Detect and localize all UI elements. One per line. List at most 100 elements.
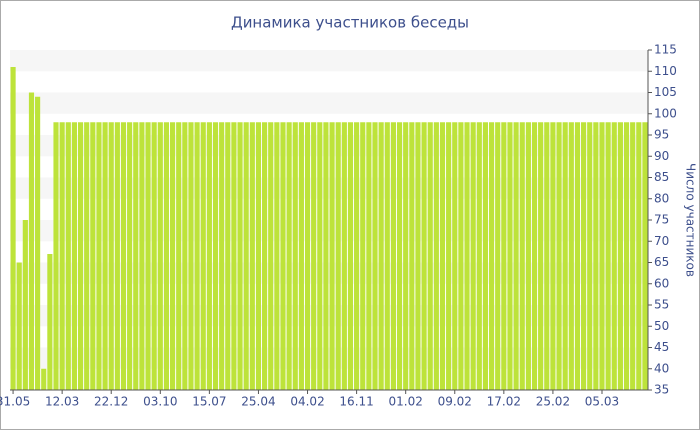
bar (544, 122, 550, 390)
bar (341, 122, 347, 390)
y-tick-label: 70 (654, 234, 669, 248)
bar (59, 122, 65, 390)
bar (200, 122, 206, 390)
y-tick-label: 110 (654, 64, 677, 78)
bar (366, 122, 372, 390)
y-tick-label: 85 (654, 170, 669, 184)
y-tick-label: 40 (654, 361, 669, 375)
bar (22, 220, 28, 390)
bar (212, 122, 219, 390)
bar (151, 122, 157, 390)
bar (84, 122, 90, 390)
bar (243, 122, 249, 390)
bar (286, 122, 292, 390)
bar (482, 122, 489, 390)
chart-title: Динамика участников беседы (231, 14, 469, 32)
bar (446, 122, 452, 390)
bar (268, 122, 274, 390)
bar (470, 122, 476, 390)
x-tick-label: 15.07 (192, 395, 226, 409)
bar (120, 122, 127, 390)
bar (194, 122, 200, 390)
bar (304, 122, 311, 390)
bar (96, 122, 102, 390)
y-tick-label: 90 (654, 149, 669, 163)
bar (623, 122, 630, 390)
bar (90, 122, 96, 390)
grid-band (10, 50, 648, 72)
bar (157, 122, 163, 390)
x-tick-label: 05.03 (585, 395, 619, 409)
bar (133, 122, 139, 390)
bar (488, 122, 495, 390)
bar (568, 122, 574, 390)
bar (145, 122, 151, 390)
bar (531, 122, 538, 390)
bar (127, 122, 133, 390)
bar (452, 122, 458, 390)
bar (169, 122, 176, 390)
bar (71, 122, 77, 390)
grid-band (10, 220, 648, 242)
bar (556, 122, 562, 390)
bar (274, 122, 280, 390)
bar (311, 122, 317, 390)
bar (525, 122, 531, 390)
y-tick-label: 45 (654, 340, 669, 354)
bar (403, 122, 409, 390)
bar (439, 122, 446, 390)
bar (47, 254, 53, 390)
bar (329, 122, 335, 390)
bar (182, 122, 188, 390)
grid-band (10, 177, 648, 199)
bar (507, 122, 513, 390)
bar (114, 122, 120, 390)
bar (636, 122, 642, 390)
y-tick-label: 55 (654, 298, 669, 312)
bar (378, 122, 384, 390)
bar (317, 122, 323, 390)
y-tick-label: 50 (654, 319, 669, 333)
grid-band (10, 262, 648, 284)
bar (53, 122, 59, 390)
bar (574, 122, 581, 390)
bar (139, 122, 145, 390)
bar (225, 122, 231, 390)
bar (630, 122, 636, 390)
y-tick-label: 115 (654, 43, 677, 57)
x-tick-label: 01.02 (389, 395, 423, 409)
bar (581, 122, 587, 390)
bar (335, 122, 341, 390)
bar (495, 122, 501, 390)
bar (390, 122, 396, 390)
bar (176, 122, 182, 390)
y-tick-label: 95 (654, 128, 669, 142)
y-axis-title: Число участников (684, 163, 698, 277)
bar (237, 122, 243, 390)
bar (102, 122, 108, 390)
grid-band (10, 305, 648, 327)
bar (617, 122, 623, 390)
x-tick-label: 09.02 (438, 395, 472, 409)
bar (587, 122, 593, 390)
grid-band (10, 92, 648, 114)
bar (255, 122, 262, 390)
bar (476, 122, 482, 390)
bar (513, 122, 519, 390)
x-tick-label: 31.05 (0, 395, 30, 409)
bar (538, 122, 544, 390)
bar (298, 122, 304, 390)
bar (35, 96, 41, 390)
bar (188, 122, 194, 390)
bar (292, 122, 298, 390)
bar (421, 122, 427, 390)
y-tick-label: 65 (654, 255, 669, 269)
bar (347, 122, 354, 390)
bar (28, 92, 35, 390)
bar (501, 122, 507, 390)
bar (409, 122, 415, 390)
bar (458, 122, 464, 390)
x-tick-label: 16.11 (339, 395, 373, 409)
bar (219, 122, 225, 390)
